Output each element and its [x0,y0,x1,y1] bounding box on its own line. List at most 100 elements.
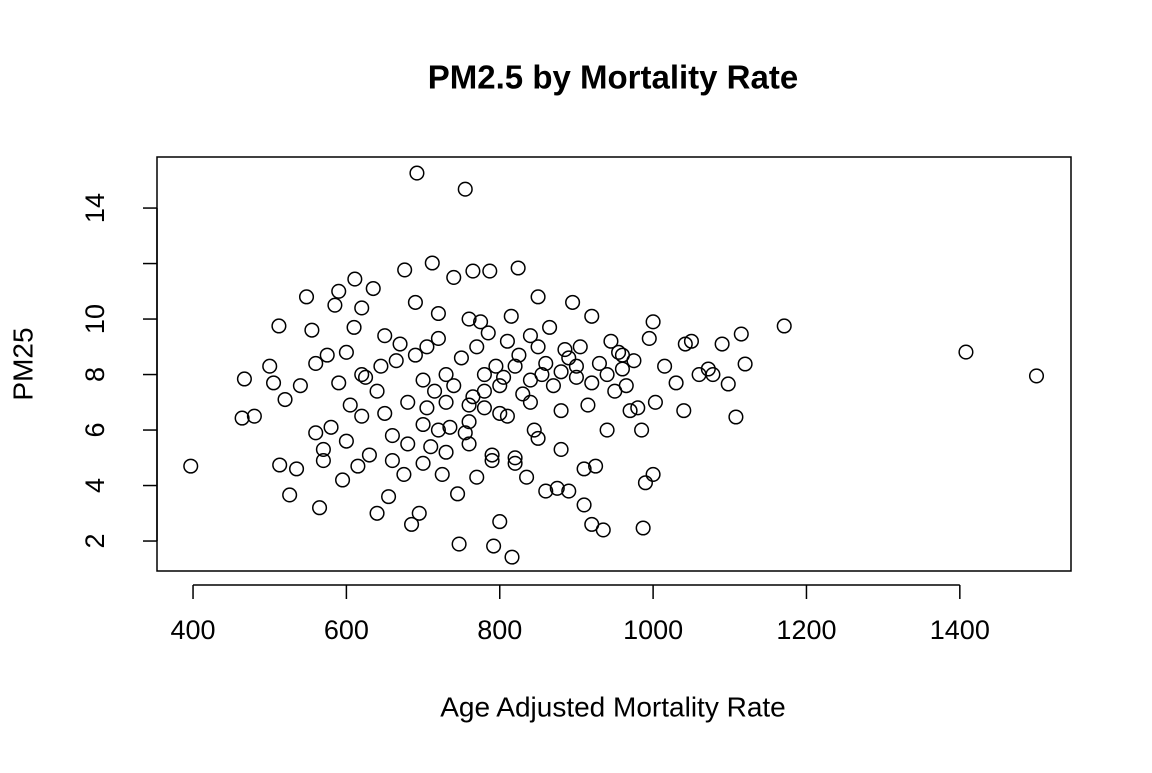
point [400,394,416,410]
point [438,394,454,410]
point [377,328,393,344]
point [292,378,308,394]
point [298,289,315,305]
point [618,378,634,394]
point [419,400,435,416]
chart-title: PM2.5 by Mortality Rate [428,59,798,96]
point [289,461,305,477]
point [714,336,730,352]
point [465,263,481,279]
y-tick-label: 10 [80,304,110,334]
point [634,422,650,438]
point [381,489,397,505]
point [622,403,638,419]
point [591,355,607,371]
point [553,441,569,458]
point [461,397,477,413]
point [342,397,358,413]
point [354,300,370,316]
point [404,516,420,532]
point [603,333,619,349]
point [473,314,489,330]
point [373,358,389,374]
point [492,514,508,530]
y-tick-label: 4 [80,478,110,493]
point [430,422,446,438]
point [457,425,473,441]
x-tick-label: 1000 [623,615,683,645]
point [476,366,492,383]
point [315,453,331,469]
point [526,422,542,438]
point [576,461,592,477]
point [553,403,569,419]
point [522,328,538,344]
point [507,358,523,374]
point [486,538,502,554]
point [183,458,199,474]
point [319,347,335,363]
point [338,433,354,449]
point [572,339,588,355]
point [450,486,466,502]
point [407,294,423,310]
point [411,505,427,521]
point [308,355,324,371]
point [553,364,569,380]
point [492,378,508,394]
point [384,428,400,444]
point [423,439,439,455]
point [1028,368,1045,384]
point [705,366,721,383]
x-axis-label: Age Adjusted Mortality Rate [440,691,786,722]
point [315,441,331,458]
point [392,336,408,352]
point [522,394,538,410]
point [584,375,600,391]
point [424,255,440,271]
point [700,361,716,377]
point [308,425,324,441]
x-tick-label: 1200 [776,615,836,645]
point [469,339,485,355]
point [327,297,343,313]
y-tick-label: 2 [80,534,110,549]
point [538,355,554,371]
x-tick-label: 400 [171,615,216,645]
point [277,391,293,408]
x-tick-label: 800 [477,615,522,645]
point [568,358,584,374]
point [430,305,446,322]
point [246,408,262,424]
point [397,262,413,278]
point [312,500,328,516]
point [346,319,362,335]
point [476,383,492,399]
point [271,318,287,334]
point [377,405,393,421]
point [588,458,604,474]
point [728,409,744,425]
point [438,366,454,383]
point [499,333,515,349]
point [434,466,450,482]
point [282,487,298,503]
point [507,450,523,466]
point [504,549,520,565]
point [453,350,469,366]
point [668,375,684,391]
point [720,376,736,392]
point [568,369,584,385]
point [733,326,749,342]
point [645,466,661,482]
point [492,405,508,421]
point [419,339,435,355]
y-axis-label: PM25 [7,327,38,400]
point [599,422,615,438]
point [530,430,546,446]
point [347,271,363,287]
point [427,383,443,399]
point [272,457,288,473]
